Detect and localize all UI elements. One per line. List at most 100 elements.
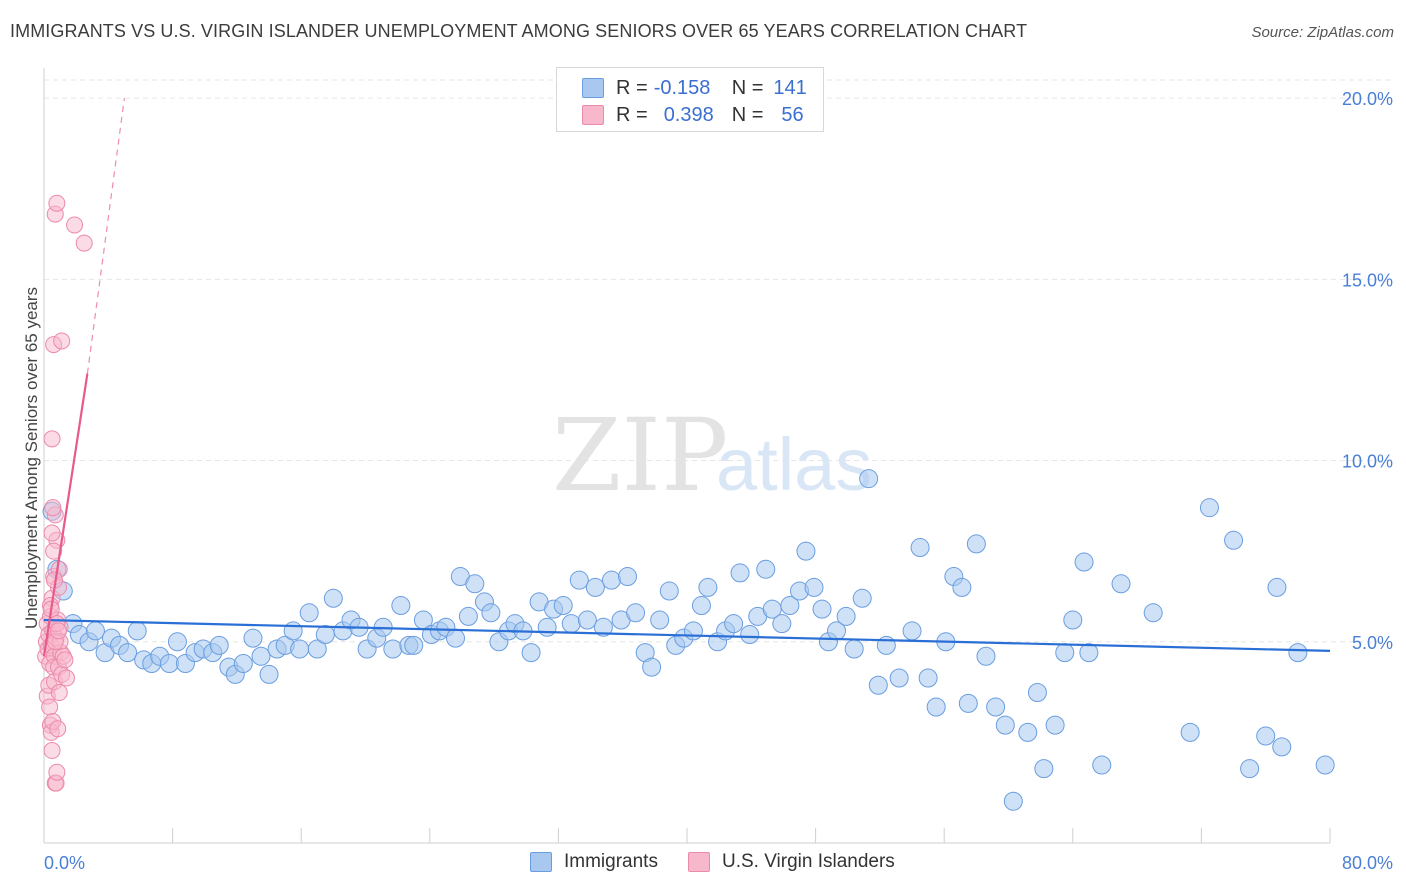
y-tick-label: 5.0% xyxy=(1352,633,1393,653)
immigrants-point xyxy=(780,596,800,616)
immigrants-point xyxy=(1027,683,1047,703)
virgin-islanders-point xyxy=(49,622,67,640)
y-axis-label: Unemployment Among Seniors over 65 years xyxy=(22,287,41,629)
immigrants-point xyxy=(1267,577,1287,597)
immigrants-point xyxy=(209,635,229,655)
immigrants-point xyxy=(836,606,856,626)
immigrants-point xyxy=(730,563,750,583)
r-value: -0.158 xyxy=(653,76,711,99)
n-label: N = xyxy=(731,103,764,126)
immigrants-point xyxy=(290,639,310,659)
virgin-islanders-point xyxy=(66,216,84,234)
virgin-islanders-point xyxy=(43,742,61,760)
immigrants-point xyxy=(740,625,760,645)
virgin-islanders-point xyxy=(48,194,66,212)
immigrants-point xyxy=(910,538,930,558)
immigrants-point xyxy=(995,715,1015,735)
virgin-islanders-point xyxy=(56,651,74,669)
axes xyxy=(43,68,1331,844)
immigrants-point xyxy=(307,639,327,659)
immigrants-point xyxy=(577,610,597,630)
immigrants-point xyxy=(642,657,662,677)
virgin-islanders-point xyxy=(75,234,93,252)
virgin-islanders-point xyxy=(45,542,63,560)
immigrants-point xyxy=(1240,759,1260,779)
immigrants-label: Immigrants xyxy=(564,851,658,872)
virgin-islanders-trend-extension xyxy=(86,98,125,374)
chart-title: IMMIGRANTS VS U.S. VIRGIN ISLANDER UNEMP… xyxy=(10,21,1028,41)
immigrants-point xyxy=(159,654,179,674)
watermark: ZIP atlas xyxy=(552,397,872,514)
immigrants-point xyxy=(1003,791,1023,811)
r-label: R = xyxy=(616,76,648,99)
immigrants-swatch xyxy=(582,78,604,98)
tick-labels: 5.0% 10.0% 15.0% 20.0% 0.0% 80.0% xyxy=(44,89,1393,873)
immigrants-point xyxy=(458,606,478,626)
immigrants-point xyxy=(259,664,279,684)
immigrants-point xyxy=(1143,603,1163,623)
x-tick-label-min: 0.0% xyxy=(44,853,85,873)
immigrants-point xyxy=(1315,755,1335,775)
immigrants-point xyxy=(553,596,573,616)
immigrants-point xyxy=(1272,737,1292,757)
immigrants-point xyxy=(601,570,621,590)
immigrants-point xyxy=(724,614,744,634)
immigrants-point xyxy=(626,603,646,623)
immigrants-point xyxy=(756,559,776,579)
immigrants-point xyxy=(323,588,343,608)
immigrants-point xyxy=(1180,722,1200,742)
immigrants-point xyxy=(691,596,711,616)
immigrants-point xyxy=(804,577,824,597)
immigrants-point xyxy=(233,654,253,674)
immigrants-point xyxy=(283,621,303,641)
immigrants-point xyxy=(1092,755,1112,775)
virgin-islanders-point xyxy=(41,698,59,716)
immigrants-point xyxy=(844,639,864,659)
n-value: 56 xyxy=(781,103,804,126)
immigrants-point xyxy=(1256,726,1276,746)
bottom-legend: Immigrants U.S. Virgin Islanders xyxy=(530,851,925,873)
gridlines xyxy=(44,79,1392,643)
immigrants-point xyxy=(1074,552,1094,572)
immigrants-point xyxy=(1055,643,1075,663)
immigrants-point xyxy=(650,610,670,630)
immigrants-point xyxy=(521,643,541,663)
immigrants-point xyxy=(1063,610,1083,630)
immigrants-point xyxy=(481,603,501,623)
immigrants-point xyxy=(659,581,679,601)
immigrants-point xyxy=(1034,759,1054,779)
immigrants-swatch xyxy=(530,852,552,872)
immigrants-point xyxy=(976,646,996,666)
virgin-islanders-points xyxy=(37,194,93,792)
immigrants-point xyxy=(561,614,581,634)
immigrants-point xyxy=(966,534,986,554)
immigrants-point xyxy=(299,603,319,623)
immigrants-point xyxy=(683,621,703,641)
immigrants-point xyxy=(537,617,557,637)
immigrants-point xyxy=(772,614,792,634)
immigrants-point xyxy=(1111,574,1131,594)
immigrants-point xyxy=(958,693,978,713)
y-tick-label: 10.0% xyxy=(1342,452,1393,472)
bottom-legend-virgin-islanders: U.S. Virgin Islanders xyxy=(687,851,895,873)
legend-box: R = -0.158 N = 141 R = 0.398 N = 56 xyxy=(556,67,824,132)
immigrants-point xyxy=(859,469,879,489)
immigrants-point xyxy=(1045,715,1065,735)
immigrants-point xyxy=(446,628,466,648)
immigrants-point xyxy=(251,646,271,666)
immigrants-point xyxy=(918,668,938,688)
virgin-islanders-point xyxy=(43,430,61,448)
immigrants-point xyxy=(902,621,922,641)
watermark-atlas: atlas xyxy=(716,423,872,506)
immigrants-points xyxy=(42,469,1335,811)
watermark-zip: ZIP xyxy=(552,397,728,514)
immigrants-point xyxy=(889,668,909,688)
virgin-islanders-point xyxy=(58,669,76,687)
immigrants-point xyxy=(952,577,972,597)
immigrants-point xyxy=(1018,722,1038,742)
legend-row-virgin-islanders: R = 0.398 N = 56 xyxy=(582,103,804,127)
immigrants-point xyxy=(585,577,605,597)
n-label: N = xyxy=(731,76,764,99)
immigrants-point xyxy=(391,596,411,616)
immigrants-point xyxy=(868,675,888,695)
